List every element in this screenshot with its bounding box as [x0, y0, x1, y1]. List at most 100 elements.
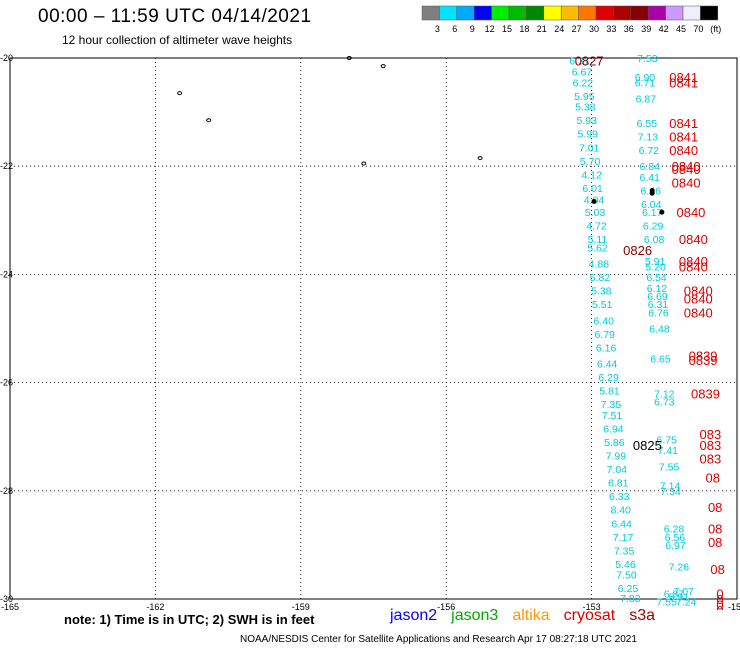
wave-height-value: 5.70 [580, 156, 601, 168]
pass-time-label: 0840 [684, 292, 713, 307]
pass-time-label: 08 [708, 522, 722, 537]
wave-height-value: 6.81 [608, 478, 629, 490]
map-frame [9, 57, 738, 600]
lon-tick-label: -159 [292, 602, 310, 610]
pass-time-label: 0839 [691, 386, 720, 401]
lat-tick-label: -30 [0, 594, 13, 604]
wave-height-value: 5.82 [590, 272, 611, 284]
footer-credit: NOAA/NESDIS Center for Satellite Applica… [240, 634, 637, 645]
wave-height-value: 6.08 [644, 234, 665, 246]
wave-height-value: 6.17 [642, 207, 663, 219]
wave-height-value: 7.01 [579, 142, 600, 154]
pass-time-label: 0840 [669, 143, 698, 158]
wave-height-value: 6.25 [618, 583, 639, 595]
scale-label: 24 [554, 24, 564, 34]
scale-label: 6 [452, 24, 457, 34]
wave-height-value: 5.91 [669, 591, 690, 603]
island [346, 56, 352, 60]
wave-height-value: 6.72 [639, 145, 660, 157]
pass-time-label: 0840 [679, 259, 708, 274]
wave-height-value: 7.34 [660, 486, 681, 498]
lat-tick-label: -26 [0, 378, 13, 388]
wave-height-value: 6.22 [573, 77, 594, 89]
scale-label: 70 [693, 24, 703, 34]
pass-time-label: 0840 [679, 254, 708, 269]
lat-tick-label: -20 [0, 53, 13, 63]
wave-height-value: 6.04 [641, 199, 662, 211]
scale-label: 9 [470, 24, 475, 34]
pass-time-label: 0827 [575, 54, 604, 69]
wave-height-value: 5.03 [585, 207, 606, 219]
pass-time-label: 0826 [623, 243, 652, 258]
wave-height-value: 5.51 [592, 299, 613, 311]
scale-label: 3 [435, 24, 440, 34]
scale-label: 18 [519, 24, 529, 34]
wave-height-value: 6.29 [643, 221, 664, 233]
pass-time-label: 0840 [676, 205, 705, 220]
pass-time-label: 0840 [684, 284, 713, 299]
island [177, 91, 183, 96]
wave-height-value: 7.24 [676, 597, 697, 609]
wave-height-value: 6.44 [597, 359, 618, 371]
wave-height-value: 7.07 [673, 586, 694, 598]
wave-height-value: 7.55 [657, 597, 678, 609]
wave-height-value: 7.83 [620, 593, 641, 605]
scale-label: (ft) [710, 24, 721, 34]
wave-height-value: 6.55 [637, 118, 658, 130]
pass-time-label: 08 [706, 470, 720, 485]
wave-height-value: 7.35 [601, 399, 622, 411]
wave-height-value: 6.71 [635, 77, 656, 89]
pass-time-label: 08 [708, 500, 722, 515]
lon-tick-label: -153 [583, 602, 601, 610]
wave-height-value: 7.26 [669, 562, 690, 574]
pass-time-label: 0 [716, 597, 723, 610]
data-marker [659, 209, 665, 215]
wave-height-value: 6.31 [569, 56, 590, 68]
wave-height-value: 6.01 [582, 183, 603, 195]
wave-height-value: 6.56 [665, 532, 686, 544]
lat-tick-label: -22 [0, 161, 13, 171]
wave-height-value: 4.12 [581, 169, 602, 181]
satellite-legend: jason2 jason3 altika cryosat s3a [390, 607, 669, 625]
wave-height-value: 7.17 [613, 532, 634, 544]
scale-label: 39 [641, 24, 651, 34]
wave-height-value: 4.72 [586, 221, 607, 233]
wave-height-value: 6.84 [640, 161, 661, 173]
wave-height-value: 6.65 [650, 353, 671, 365]
wave-height-value: 6.40 [593, 315, 614, 327]
wave-height-value: 5.20 [645, 261, 666, 273]
pass-time-label: 08 [708, 535, 722, 550]
pass-time-label: 083 [699, 451, 721, 466]
wave-height-value: 6.87 [664, 589, 685, 601]
wave-height-value: 7.35 [614, 545, 635, 557]
wave-height-map: -165 -162 -159 -156 -153 -150 -20 -22 -24 -26 -28 -… [0, 53, 740, 610]
wave-height-value: 5.38 [591, 286, 612, 298]
pass-time-label: 0840 [672, 175, 701, 190]
pass-time-label: 0840 [672, 162, 701, 177]
pass-time-label: 083 [699, 427, 721, 442]
pass-time-label: 0841 [669, 75, 698, 90]
wave-height-value: 6.31 [648, 299, 669, 311]
wave-height-value: 6.33 [609, 491, 630, 503]
pass-time-label: 0839 [689, 349, 718, 364]
wave-height-value: 6.48 [649, 324, 670, 336]
wave-height-value: 6.94 [603, 424, 624, 436]
pass-time-label: 0 [716, 592, 723, 607]
pass-time-label: 0839 [689, 353, 718, 368]
scale-label: 45 [676, 24, 686, 34]
scale-label: 30 [589, 24, 599, 34]
wave-height-value: 5.62 [587, 242, 608, 254]
satellite-jason2: jason2 [390, 607, 438, 624]
note-text: note: 1) Time is in UTC; 2) SWH is in fe… [64, 612, 315, 627]
scale-label: 42 [659, 24, 669, 34]
wave-height-value: 7.13 [638, 131, 659, 143]
pass-time-label: 0840 [672, 159, 701, 174]
pass-time-label: 0825 [633, 438, 662, 453]
pass-time-label: 083 [699, 438, 721, 453]
wave-height-value: 5.46 [615, 559, 636, 571]
wave-height-value: 6.28 [664, 524, 685, 536]
wave-height-value: 7.12 [654, 388, 675, 400]
scale-label: 27 [572, 24, 582, 34]
pass-time-label: 0840 [684, 305, 713, 320]
color-scale-legend: 3 6 9 12 15 18 21 24 27 30 33 36 39 42 45 70 (ft) [421, 5, 721, 34]
